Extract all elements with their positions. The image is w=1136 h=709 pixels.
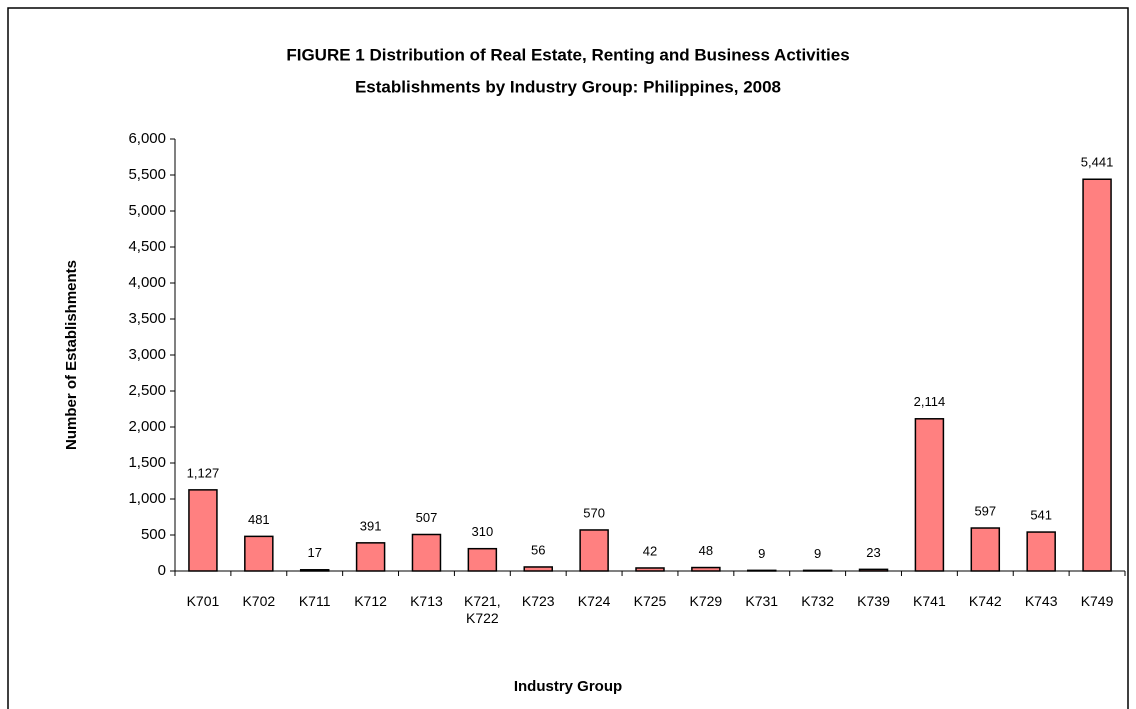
x-tick-label: K742 — [968, 593, 1002, 609]
y-tick-label: 5,000 — [128, 202, 166, 219]
y-axis-title: Number of Establishments — [63, 260, 80, 450]
y-tick-label: 3,000 — [128, 346, 166, 363]
value-label: 42 — [643, 543, 657, 558]
y-tick-label: 5,500 — [128, 166, 166, 183]
value-label: 597 — [974, 503, 996, 518]
value-label: 5,441 — [1081, 155, 1114, 170]
chart-title: Establishments by Industry Group: Philip… — [355, 77, 781, 96]
value-label: 481 — [248, 512, 270, 527]
bar — [858, 568, 889, 572]
bar — [411, 533, 442, 572]
y-tick-label: 3,500 — [128, 310, 166, 327]
bar — [244, 535, 274, 572]
y-tick-label: 500 — [141, 526, 166, 543]
bar — [188, 489, 218, 572]
y-tick-label: 2,000 — [128, 418, 166, 435]
x-tick-label: K749 — [1080, 593, 1114, 609]
value-label: 9 — [758, 546, 765, 561]
x-tick-label: K711 — [298, 593, 331, 609]
y-tick-label: 0 — [158, 562, 166, 579]
x-tick-label: K702 — [242, 593, 276, 609]
x-tick-label: K701 — [186, 593, 220, 609]
x-tick-label: K725 — [633, 593, 667, 609]
x-tick-label: K724 — [577, 593, 611, 609]
x-tick-label: K732 — [801, 593, 834, 609]
x-tick-label: K743 — [1024, 593, 1058, 609]
x-tick-label: K721, K722 — [464, 593, 501, 626]
bar — [1082, 178, 1112, 572]
y-tick-label: 2,500 — [128, 382, 166, 399]
bar — [691, 566, 721, 572]
value-label: 1,127 — [187, 465, 220, 480]
x-tick-label: K712 — [354, 593, 387, 609]
value-label: 391 — [360, 518, 382, 533]
x-tick-label: K713 — [410, 593, 443, 609]
y-tick-label: 4,500 — [128, 238, 166, 255]
value-label: 9 — [814, 546, 821, 561]
value-label: 56 — [531, 542, 545, 557]
value-label: 507 — [416, 510, 438, 525]
x-tick-label: K729 — [689, 593, 723, 609]
x-axis-title: Industry Group — [514, 678, 622, 695]
x-tick-label: K739 — [857, 593, 890, 609]
value-label: 570 — [583, 505, 605, 520]
bar — [355, 542, 386, 572]
bar — [1026, 531, 1056, 572]
y-tick-label: 1,500 — [128, 454, 166, 471]
y-tick-label: 4,000 — [128, 274, 166, 291]
value-label: 2,114 — [914, 394, 946, 409]
value-label: 23 — [866, 545, 880, 560]
bar — [523, 566, 553, 572]
x-tick-label: K723 — [521, 593, 555, 609]
bar — [914, 418, 945, 572]
y-tick-label: 1,000 — [128, 490, 166, 507]
y-tick-label: 6,000 — [128, 130, 166, 147]
bar — [970, 527, 1001, 572]
bar — [747, 569, 777, 572]
bar — [579, 529, 609, 572]
x-tick-label: K731 — [745, 593, 779, 609]
bar — [299, 569, 330, 572]
value-label: 17 — [307, 545, 321, 560]
bar — [802, 569, 833, 572]
value-label: 310 — [472, 524, 494, 539]
x-tick-label: K741 — [913, 593, 946, 609]
bar — [467, 547, 498, 572]
value-label: 541 — [1030, 507, 1052, 522]
value-label: 48 — [699, 543, 713, 558]
chart-title: FIGURE 1 Distribution of Real Estate, Re… — [286, 45, 849, 64]
bar — [635, 567, 665, 572]
chart-frame — [7, 7, 1129, 709]
